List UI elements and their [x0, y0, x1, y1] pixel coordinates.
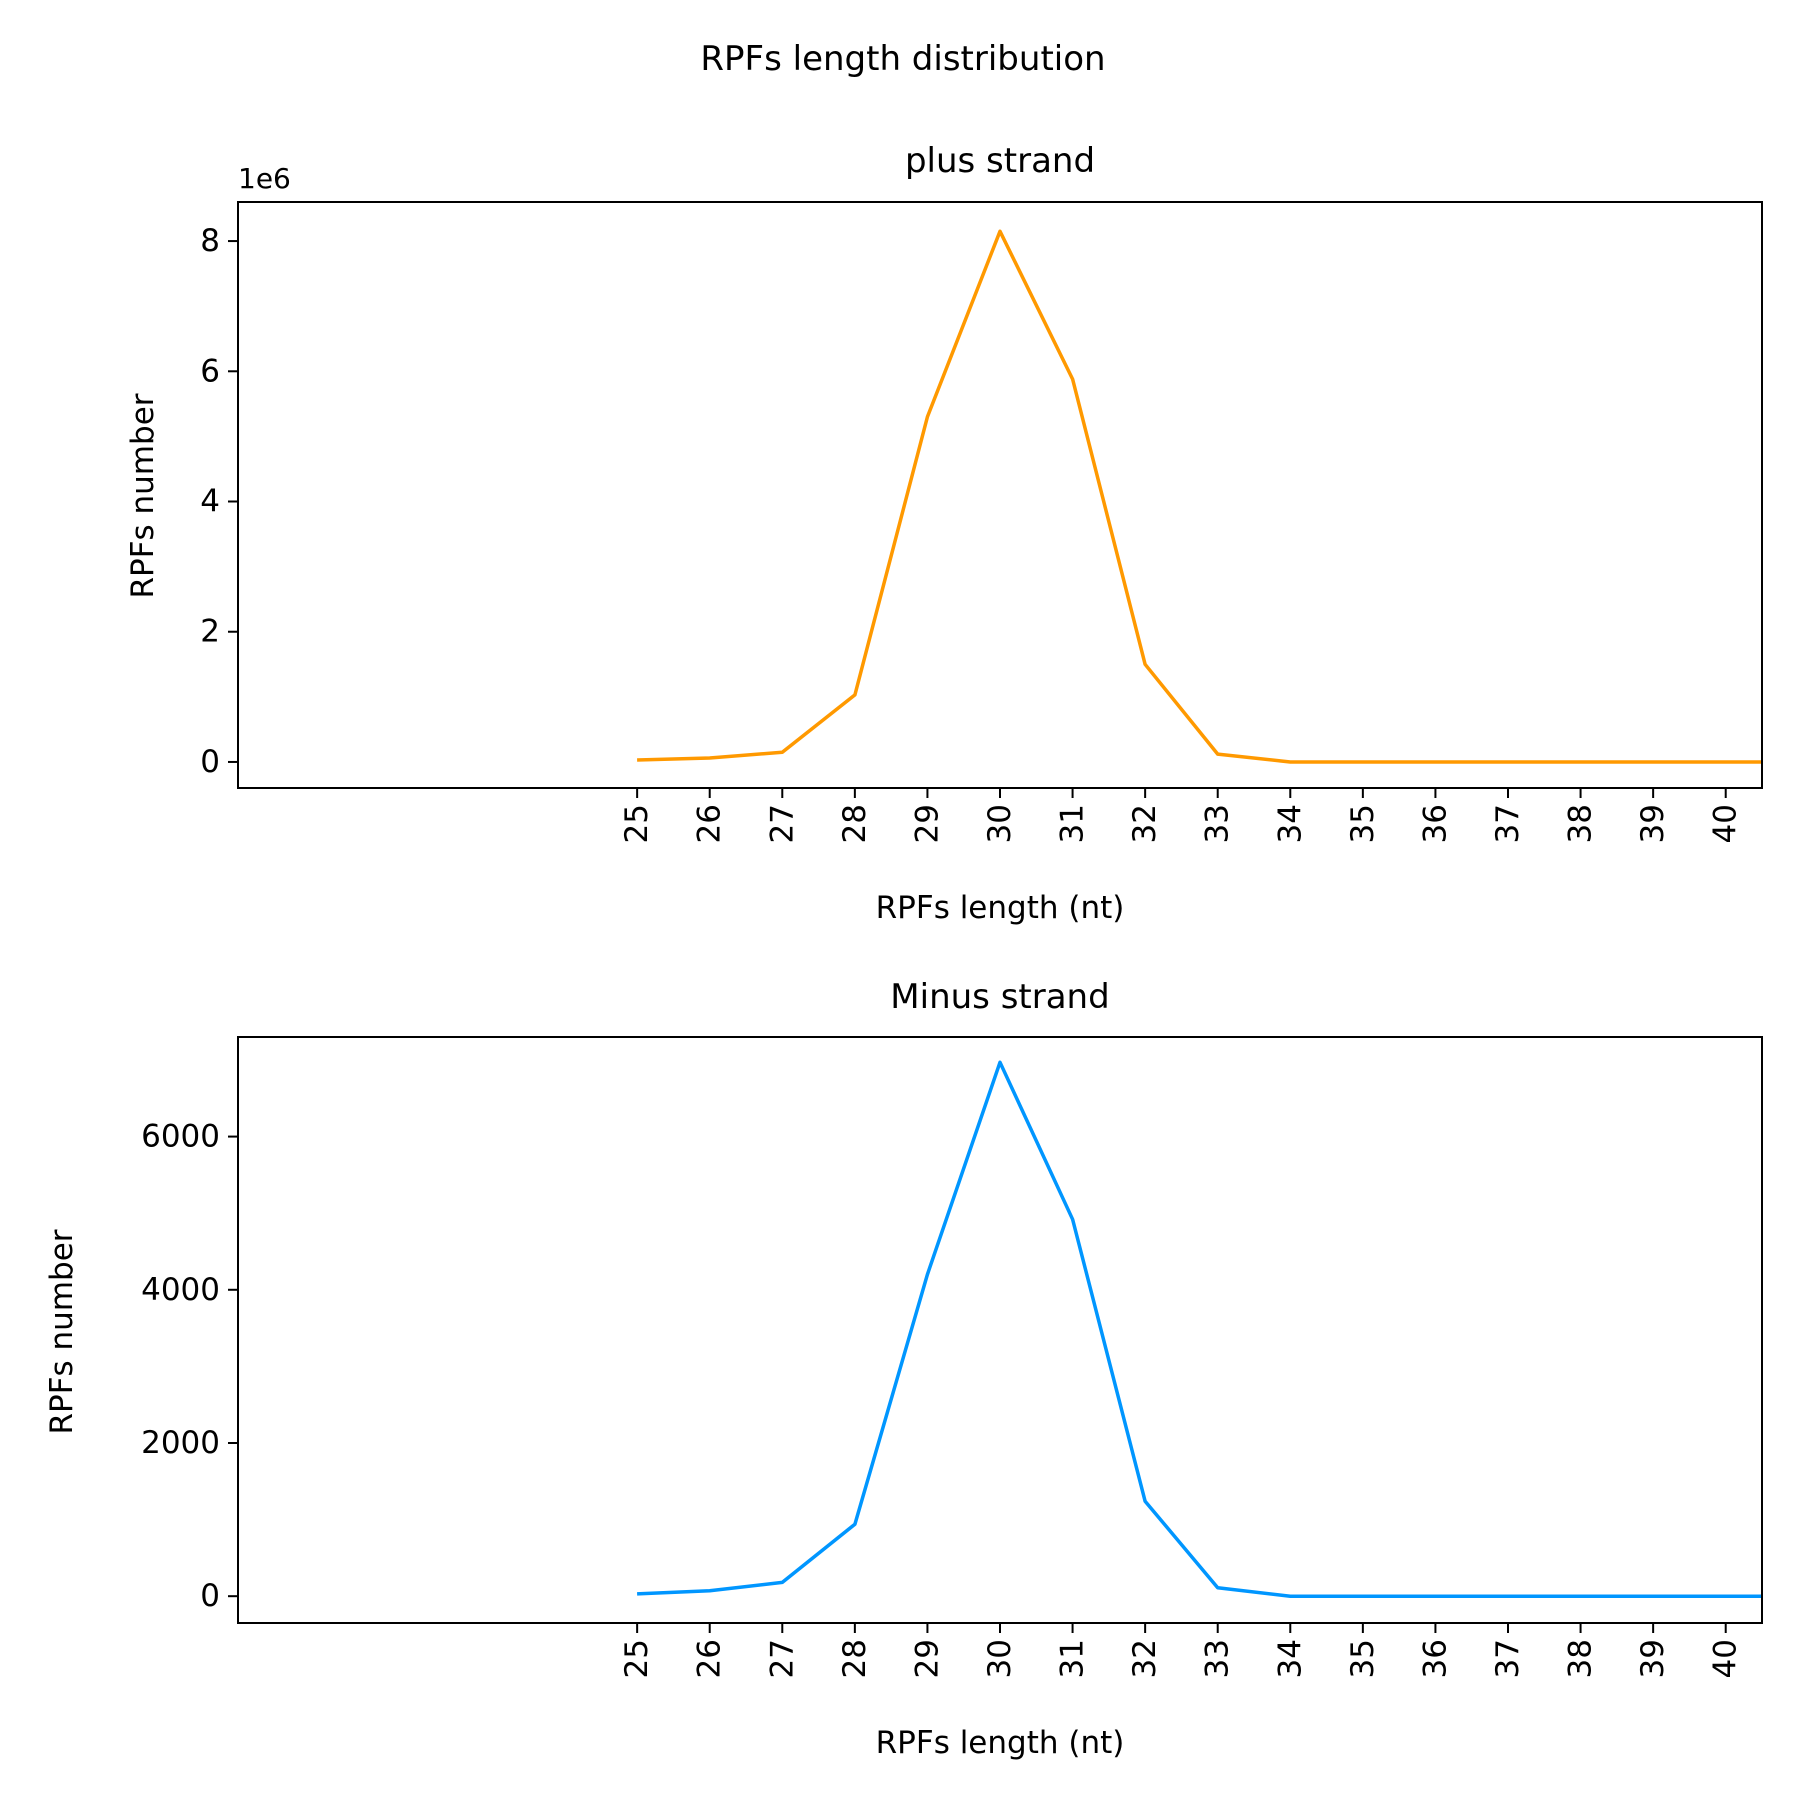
x-tick-label: 27: [764, 1639, 800, 1678]
y-tick-label: 4000: [141, 1272, 220, 1308]
x-axis-label: RPFs length (nt): [876, 890, 1125, 926]
x-tick-label: 34: [1272, 804, 1308, 843]
y-tick-label: 4: [200, 484, 220, 520]
x-tick-label: 36: [1417, 804, 1453, 843]
x-tick-label: 27: [764, 804, 800, 843]
x-tick-label: 29: [909, 1639, 945, 1678]
x-ticks: 25 26 27 28 29 30 31 32 33 34 35 36 37 38 39 40: [619, 788, 1744, 843]
x-tick-label: 38: [1563, 1639, 1599, 1678]
x-tick-label: 38: [1563, 804, 1599, 843]
x-tick-label: 35: [1345, 1639, 1381, 1678]
x-tick-label: 33: [1200, 1639, 1236, 1678]
plot-title: plus strand: [905, 141, 1095, 181]
x-tick-label: 32: [1127, 1639, 1163, 1678]
x-tick-label: 35: [1345, 804, 1381, 843]
x-tick-label: 29: [909, 804, 945, 843]
x-tick-label: 26: [692, 804, 728, 843]
y-tick-label: 0: [200, 1578, 220, 1614]
x-tick-label: 37: [1490, 804, 1526, 843]
y-tick-label: 6000: [141, 1119, 220, 1155]
x-tick-label: 31: [1055, 804, 1091, 843]
y-tick-label: 2000: [141, 1425, 220, 1461]
y-scale-label: 1e6: [238, 162, 291, 195]
x-tick-label: 37: [1490, 1639, 1526, 1678]
plot-frame: [237, 201, 1763, 789]
plot-title: Minus strand: [890, 977, 1109, 1017]
series-line-plus-strand: [637, 229, 1762, 764]
x-tick-label: 36: [1417, 1639, 1453, 1678]
x-tick-label: 30: [982, 1639, 1018, 1678]
y-tick-label: 2: [200, 614, 220, 650]
plot-plus-strand: plus strand 1e6 25 26 27 28 29 30 31 32 33 34 35 36…: [125, 141, 1763, 926]
x-tick-label: 39: [1635, 1639, 1671, 1678]
plot-minus-strand: Minus strand 25 26 27 28 29 30 31 32 33 34 35 36 37 3…: [44, 977, 1763, 1761]
x-tick-label: 30: [982, 804, 1018, 843]
y-ticks: 0 2000 4000 6000: [141, 1119, 238, 1614]
y-axis-label: RPFs number: [125, 393, 161, 598]
x-ticks: 25 26 27 28 29 30 31 32 33 34 35 36 37 38 39 40: [619, 1623, 1744, 1678]
series-line-minus-strand: [637, 1060, 1762, 1598]
x-tick-label: 40: [1708, 804, 1744, 843]
x-tick-label: 39: [1635, 804, 1671, 843]
x-tick-label: 28: [837, 804, 873, 843]
x-tick-label: 26: [692, 1639, 728, 1678]
x-tick-label: 34: [1272, 1639, 1308, 1678]
x-tick-label: 32: [1127, 804, 1163, 843]
y-ticks: 0 2 4 6 8: [200, 223, 238, 780]
x-tick-label: 25: [619, 804, 655, 843]
x-tick-label: 25: [619, 1639, 655, 1678]
y-tick-label: 8: [200, 223, 220, 259]
x-tick-label: 33: [1200, 804, 1236, 843]
plot-frame: [237, 1036, 1763, 1624]
x-tick-label: 31: [1055, 1639, 1091, 1678]
y-tick-label: 6: [200, 353, 220, 389]
figure-title: RPFs length distribution: [700, 39, 1105, 79]
x-axis-label: RPFs length (nt): [876, 1725, 1125, 1761]
x-tick-label: 40: [1708, 1639, 1744, 1678]
y-tick-label: 0: [200, 744, 220, 780]
y-axis-label: RPFs number: [44, 1229, 80, 1434]
x-tick-label: 28: [837, 1639, 873, 1678]
